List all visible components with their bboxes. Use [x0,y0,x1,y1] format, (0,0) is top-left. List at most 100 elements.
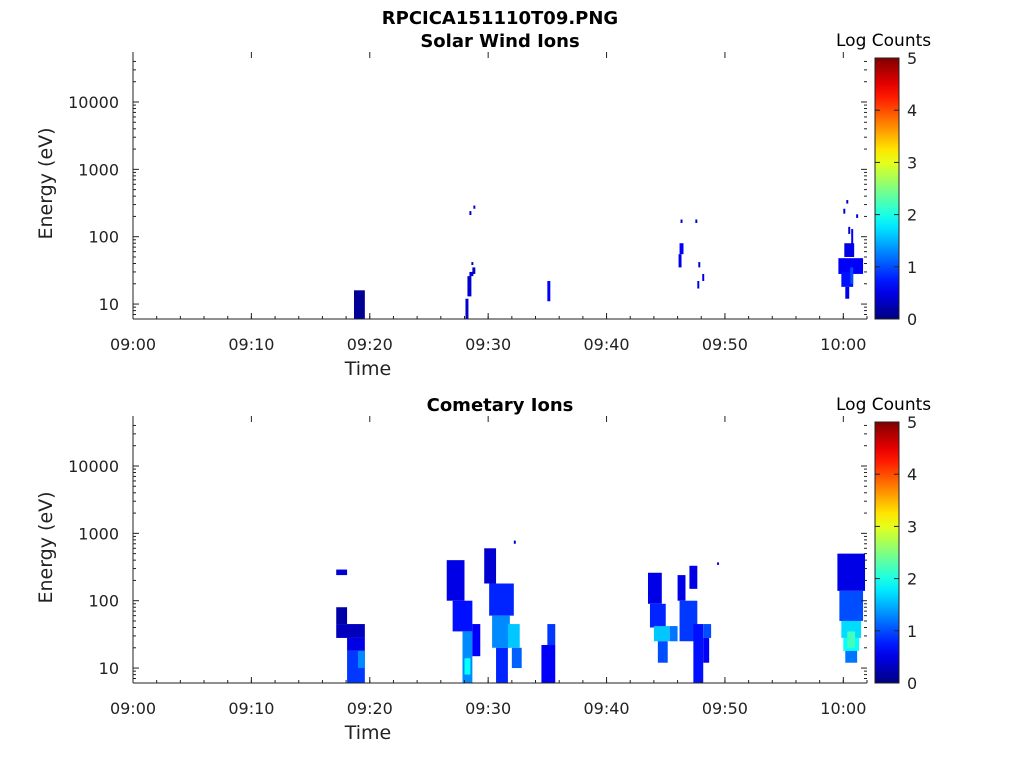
x-tick-label: 09:30 [465,335,511,354]
x-axis-label: Time [344,358,392,380]
figure-title: RPCICA151110T09.PNG [381,8,619,29]
colorbar-tick-label: 1 [907,622,917,641]
colorbar [874,57,900,320]
cometary-spectrogram: 09:00 09:10 09:20 09:30 09:40 09:50 10:0010100… [35,413,917,744]
heatmap-cell [837,553,866,591]
x-tick-label: 09:00 [110,335,156,354]
heatmap-cell [678,254,682,268]
heatmap-cell [513,540,516,544]
heatmap-cell [472,624,481,657]
heatmap-cell [653,626,670,642]
heatmap-cell [484,548,497,584]
heatmap-cell [838,258,864,274]
heatmap-cell [446,560,465,601]
heatmap-cell [336,607,348,625]
heatmap-cell [845,286,850,299]
heatmap-cell [496,647,508,683]
heatmap-cell [469,271,474,277]
x-tick-label: 09:40 [583,335,629,354]
heatmap-cell [843,208,846,214]
heatmap-cell [511,647,522,669]
heatmap-cell [703,624,712,638]
heatmap-cell [697,280,700,289]
heatmap-cell [469,211,472,216]
heatmap-cell [357,650,365,669]
colorbar [874,421,900,684]
heatmap-cell [689,565,698,589]
x-tick-label: 09:20 [347,335,393,354]
heatmap-cells [336,540,866,683]
heatmap-cell [473,205,476,209]
heatmap-cell [547,624,556,645]
colorbar-tick-label: 5 [907,49,917,68]
x-tick-label: 09:20 [347,699,393,718]
y-tick-label: 1000 [78,524,119,543]
heatmap-cell [465,298,469,319]
heatmap-cell [647,572,662,604]
heatmap-cell [462,631,473,683]
x-tick-label: 10:00 [820,335,866,354]
y-tick-label: 10000 [68,93,119,112]
heatmap-cell [695,219,698,223]
heatmap-cell [845,650,858,663]
heatmap-cell [657,641,668,663]
heatmap-cell [347,637,365,651]
colorbar-tick-label: 4 [907,465,917,484]
colorbar-label-bottom: Log Counts [836,395,932,415]
heatmap-cell [680,219,683,223]
x-tick-label: 09:00 [110,699,156,718]
panel-title-cometary: Cometary Ions [426,395,574,416]
heatmap-cell [846,200,849,204]
heatmap-cell [464,658,471,675]
heatmap-cell [336,624,365,638]
panel-title-solar-wind: Solar Wind Ions [420,31,580,52]
y-tick-label: 100 [88,592,119,611]
colorbar-tick-label: 5 [907,413,917,432]
y-tick-label: 10000 [68,457,119,476]
heatmap-cell [841,620,862,638]
heatmap-cell [702,273,705,281]
y-tick-label: 10 [99,295,119,314]
heatmap-cell [841,271,854,287]
heatmap-cell [850,267,854,284]
heatmap-cell [693,624,704,683]
heatmap-cell [336,569,348,576]
x-tick-label: 10:00 [820,699,866,718]
heatmap-cell [851,229,854,246]
heatmap-cell [839,590,864,621]
heatmap-cell [677,575,686,601]
heatmap-cell [848,226,851,234]
heatmap-cell [472,267,476,274]
heatmap-cell [669,626,678,642]
heatmap-cell [492,615,510,648]
heatmap-cell [703,637,710,663]
y-tick-label: 10 [99,659,119,678]
heatmap-cell [717,562,720,565]
y-tick-label: 100 [88,228,119,247]
x-tick-label: 09:10 [228,335,274,354]
heatmap-cell [679,600,698,642]
x-tick-label: 09:40 [583,699,629,718]
colorbar-tick-label: 1 [907,258,917,277]
x-axis-label: Time [344,722,392,744]
heatmap-cell [698,262,701,268]
x-tick-label: 09:10 [228,699,274,718]
heatmap-cell [856,214,859,218]
y-axis-label: Energy (eV) [35,491,57,603]
heatmap-cell [471,262,474,266]
heatmap-cell [353,290,365,319]
heatmap-cell [847,631,856,648]
colorbar-tick-label: 0 [907,674,917,693]
x-tick-label: 09:50 [702,335,748,354]
colorbar-label-top: Log Counts [836,31,932,51]
heatmap-cell [489,583,514,616]
colorbar-tick-label: 3 [907,153,917,172]
heatmap-cell [844,243,855,257]
heatmap-cell [679,243,684,255]
heatmap-cells [353,200,864,319]
heatmap-cell [541,644,556,683]
colorbar-tick-label: 0 [907,310,917,329]
heatmap-cell [649,603,666,628]
y-tick-label: 1000 [78,160,119,179]
x-tick-label: 09:50 [702,699,748,718]
